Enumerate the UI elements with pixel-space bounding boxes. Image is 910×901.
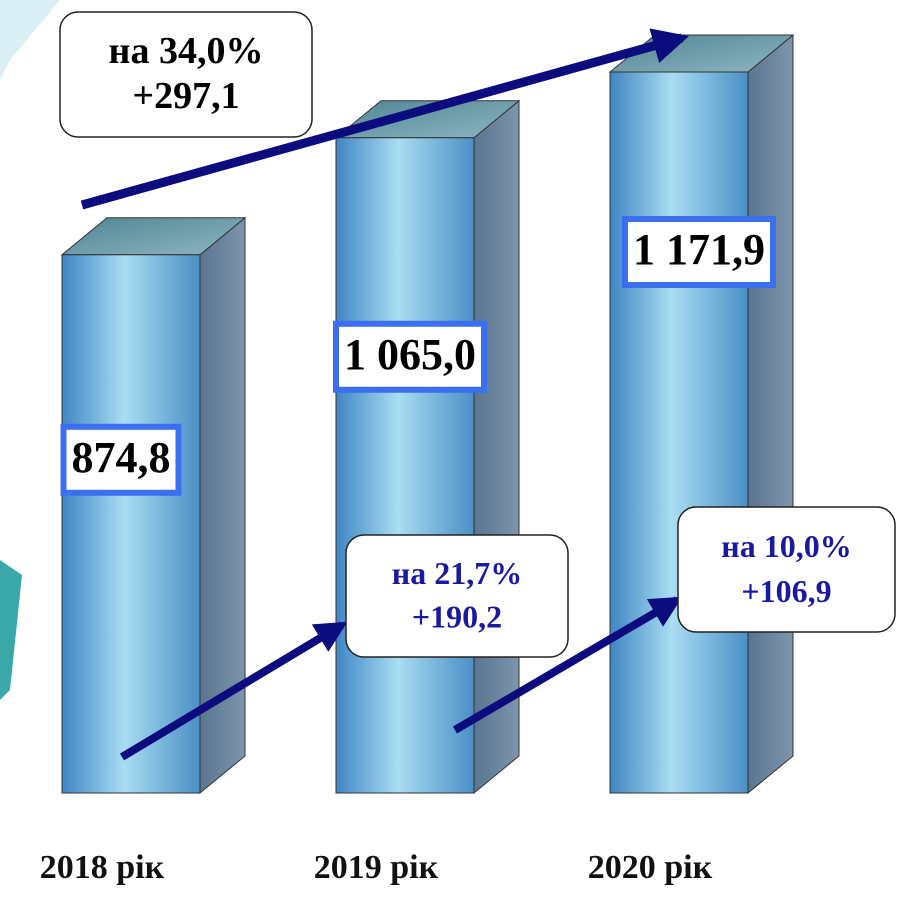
annotation-text: на 10,0% bbox=[721, 528, 851, 564]
bar-front bbox=[61, 254, 201, 794]
value-label: 1 171,9 bbox=[633, 225, 765, 274]
annotation-text: +106,9 bbox=[741, 573, 831, 609]
labels: 2018 рік 874,8 2019 рік 1 065,0 2020 рік 1 17… bbox=[40, 11, 896, 886]
bar bbox=[334, 99, 521, 795]
arrow bbox=[452, 596, 683, 734]
value-label-box bbox=[60, 423, 182, 496]
decoration bbox=[0, 560, 22, 700]
annotation-text: +297,1 bbox=[132, 75, 239, 117]
annotation-box bbox=[677, 506, 896, 633]
x-tick-label: 2020 рік bbox=[588, 849, 713, 886]
bar bbox=[60, 216, 247, 795]
x-tick-label: 2019 рік bbox=[314, 849, 439, 886]
value-label-box bbox=[333, 320, 487, 393]
bar-front bbox=[609, 71, 749, 794]
arrows bbox=[80, 28, 689, 761]
arrow bbox=[80, 28, 689, 210]
annotation-box bbox=[345, 534, 569, 658]
annotation-box bbox=[59, 11, 313, 138]
annotation-text: +190,2 bbox=[412, 599, 502, 635]
bar-front bbox=[335, 137, 475, 794]
x-tick-label: 2018 рік bbox=[40, 849, 165, 886]
decoration bbox=[0, 0, 60, 80]
value-label: 1 065,0 bbox=[344, 330, 476, 379]
annotation-text: на 34,0% bbox=[109, 30, 264, 72]
bar bbox=[608, 33, 795, 795]
value-label: 874,8 bbox=[72, 433, 171, 482]
bar-side bbox=[747, 33, 794, 795]
bars bbox=[60, 33, 795, 795]
arrow bbox=[119, 621, 348, 761]
bar-side bbox=[473, 99, 520, 795]
annotation-text: на 21,7% bbox=[392, 555, 522, 591]
value-label-box bbox=[622, 216, 776, 288]
